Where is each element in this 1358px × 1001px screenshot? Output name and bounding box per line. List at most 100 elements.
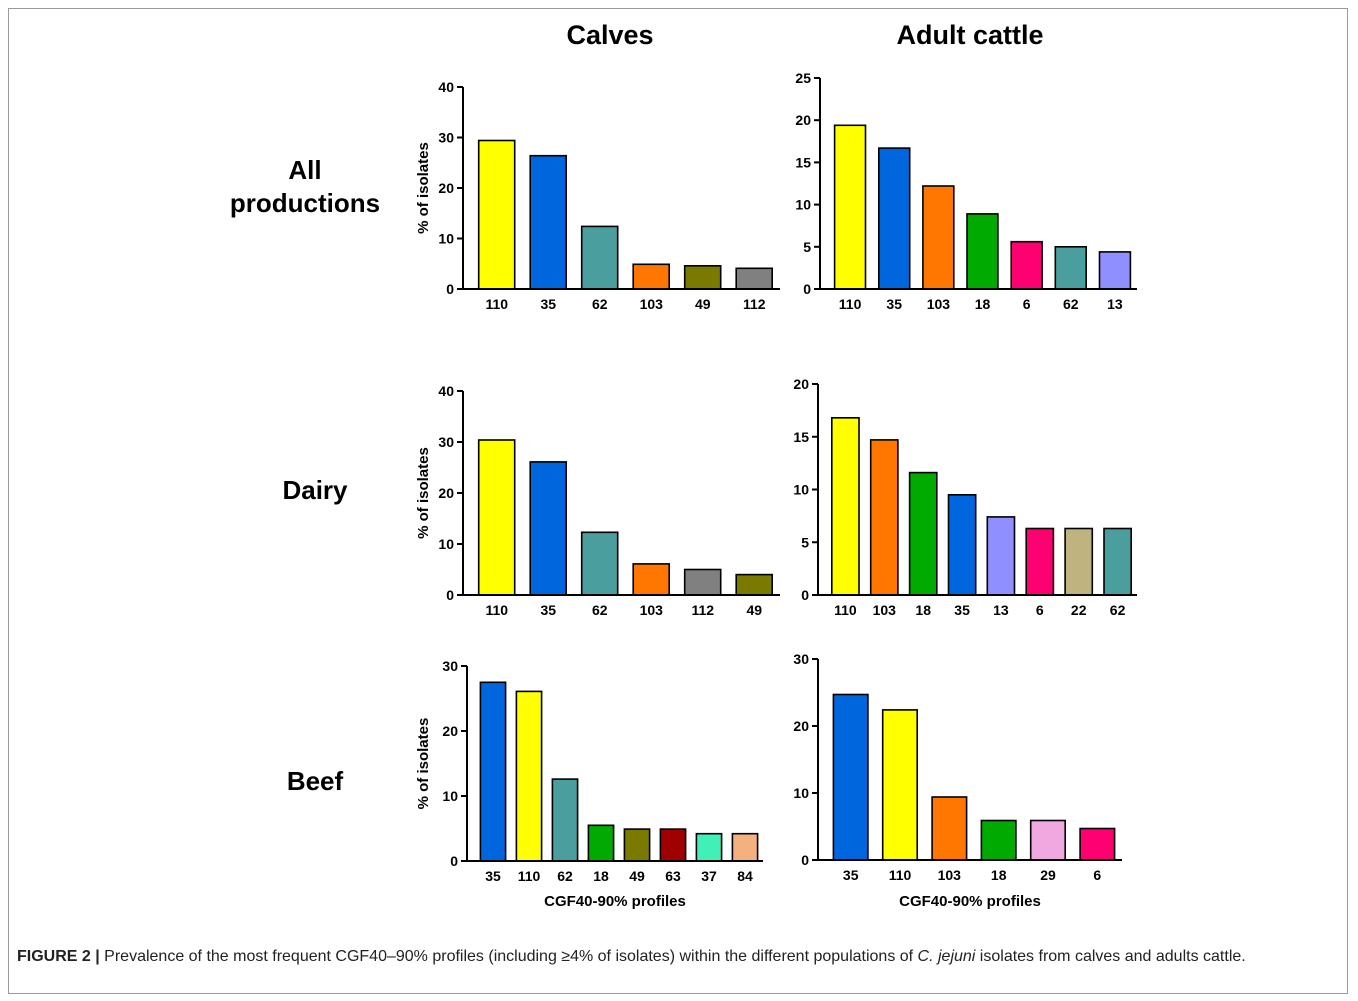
y-tick-label: 30 [438,130,454,146]
x-tick-label: 103 [640,296,664,312]
y-tick-label: 10 [793,785,809,801]
x-tick-label: 62 [1110,602,1126,618]
y-axis-label: % of isolates [415,142,432,234]
x-tick-label: 6 [1093,867,1101,883]
x-tick-label: 13 [993,602,1009,618]
y-tick-label: 40 [438,383,454,399]
x-axis-label: CGF40-90% profiles [544,893,686,910]
bar-13 [1098,251,1132,290]
bar-18 [980,819,1017,861]
x-tick-label: 49 [629,868,645,884]
x-tick-label: 110 [486,296,509,312]
y-tick-label: 0 [446,281,454,297]
y-tick-label: 10 [438,231,454,247]
x-tick-label: 13 [1107,296,1123,312]
row-title-beef: Beef [286,766,344,796]
x-tick-label: 103 [640,602,664,618]
bar-110 [515,690,543,862]
bar-37 [695,832,723,862]
y-tick-label: 30 [438,434,454,450]
x-tick-label: 35 [954,602,970,618]
x-tick-label: 18 [975,296,991,312]
y-tick-label: 20 [442,723,458,739]
x-tick-label: 62 [557,868,573,884]
y-tick-label: 10 [438,536,454,552]
x-tick-label: 18 [593,868,609,884]
x-tick-label: 35 [541,602,557,618]
bar-62 [1054,246,1088,290]
x-tick-label: 6 [1036,602,1044,618]
y-axis-label: % of isolates [415,447,432,539]
figure-frame [8,8,1348,994]
y-tick-label: 30 [442,658,458,674]
bar-6 [1010,240,1043,290]
y-tick-label: 0 [801,587,809,603]
y-tick-label: 30 [793,651,809,667]
bar-110 [477,139,516,290]
y-tick-label: 20 [795,112,811,128]
row-title-all-productions: All productions [229,155,381,218]
y-tick-label: 20 [438,485,454,501]
y-tick-label: 20 [793,376,809,392]
figure-label: FIGURE 2 | [17,948,100,965]
x-tick-label: 35 [886,296,902,312]
bar-103 [931,796,968,861]
bar-49 [623,828,651,862]
y-tick-label: 10 [795,197,811,213]
bar-35 [832,693,869,861]
y-tick-label: 10 [442,788,458,804]
bar-35 [479,681,507,862]
y-tick-label: 15 [793,429,809,445]
x-tick-label: 35 [843,867,859,883]
x-tick-label: 103 [927,296,951,312]
y-tick-label: 15 [795,154,811,170]
x-tick-label: 110 [889,867,912,883]
x-tick-label: 112 [692,602,715,618]
y-tick-label: 0 [803,281,811,297]
bar-110 [477,439,516,596]
x-tick-label: 63 [665,868,681,884]
x-tick-label: 103 [938,867,962,883]
x-tick-label: 35 [485,868,501,884]
x-tick-label: 18 [991,867,1007,883]
column-title-adult-cattle: Adult cattle [896,20,1044,50]
x-axis-label: CGF40-90% profiles [899,893,1041,910]
x-tick-label: 110 [839,296,862,312]
bar-103 [632,563,671,596]
y-tick-label: 40 [438,79,454,95]
bar-110 [881,709,919,861]
x-tick-label: 62 [592,296,608,312]
x-tick-label: 110 [834,602,857,618]
x-tick-label: 110 [518,868,541,884]
bar-103 [869,439,899,596]
bar-62 [551,778,579,862]
bar-6 [1025,527,1055,596]
row-title-dairy: Dairy [282,475,348,505]
bar-13 [986,516,1016,596]
bar-84 [731,832,759,862]
x-tick-label: 103 [873,602,897,618]
x-tick-label: 29 [1040,867,1056,883]
x-tick-label: 35 [541,296,557,312]
bar-103 [632,263,671,290]
y-tick-label: 20 [438,180,454,196]
bar-35 [877,147,911,290]
bar-29 [1029,819,1066,861]
bar-103 [922,185,955,290]
x-tick-label: 49 [747,602,763,618]
y-tick-label: 5 [803,239,811,255]
x-tick-label: 37 [701,868,717,884]
caption-species: C. jejuni [917,948,976,965]
caption-text-before: Prevalence of the most frequent CGF40–90… [99,948,918,965]
x-tick-label: 49 [695,296,711,312]
bar-110 [830,416,860,596]
y-tick-label: 25 [795,70,811,86]
x-tick-label: 22 [1071,602,1087,618]
y-tick-label: 0 [446,587,454,603]
x-tick-label: 62 [1063,296,1079,312]
bar-35 [529,461,568,596]
